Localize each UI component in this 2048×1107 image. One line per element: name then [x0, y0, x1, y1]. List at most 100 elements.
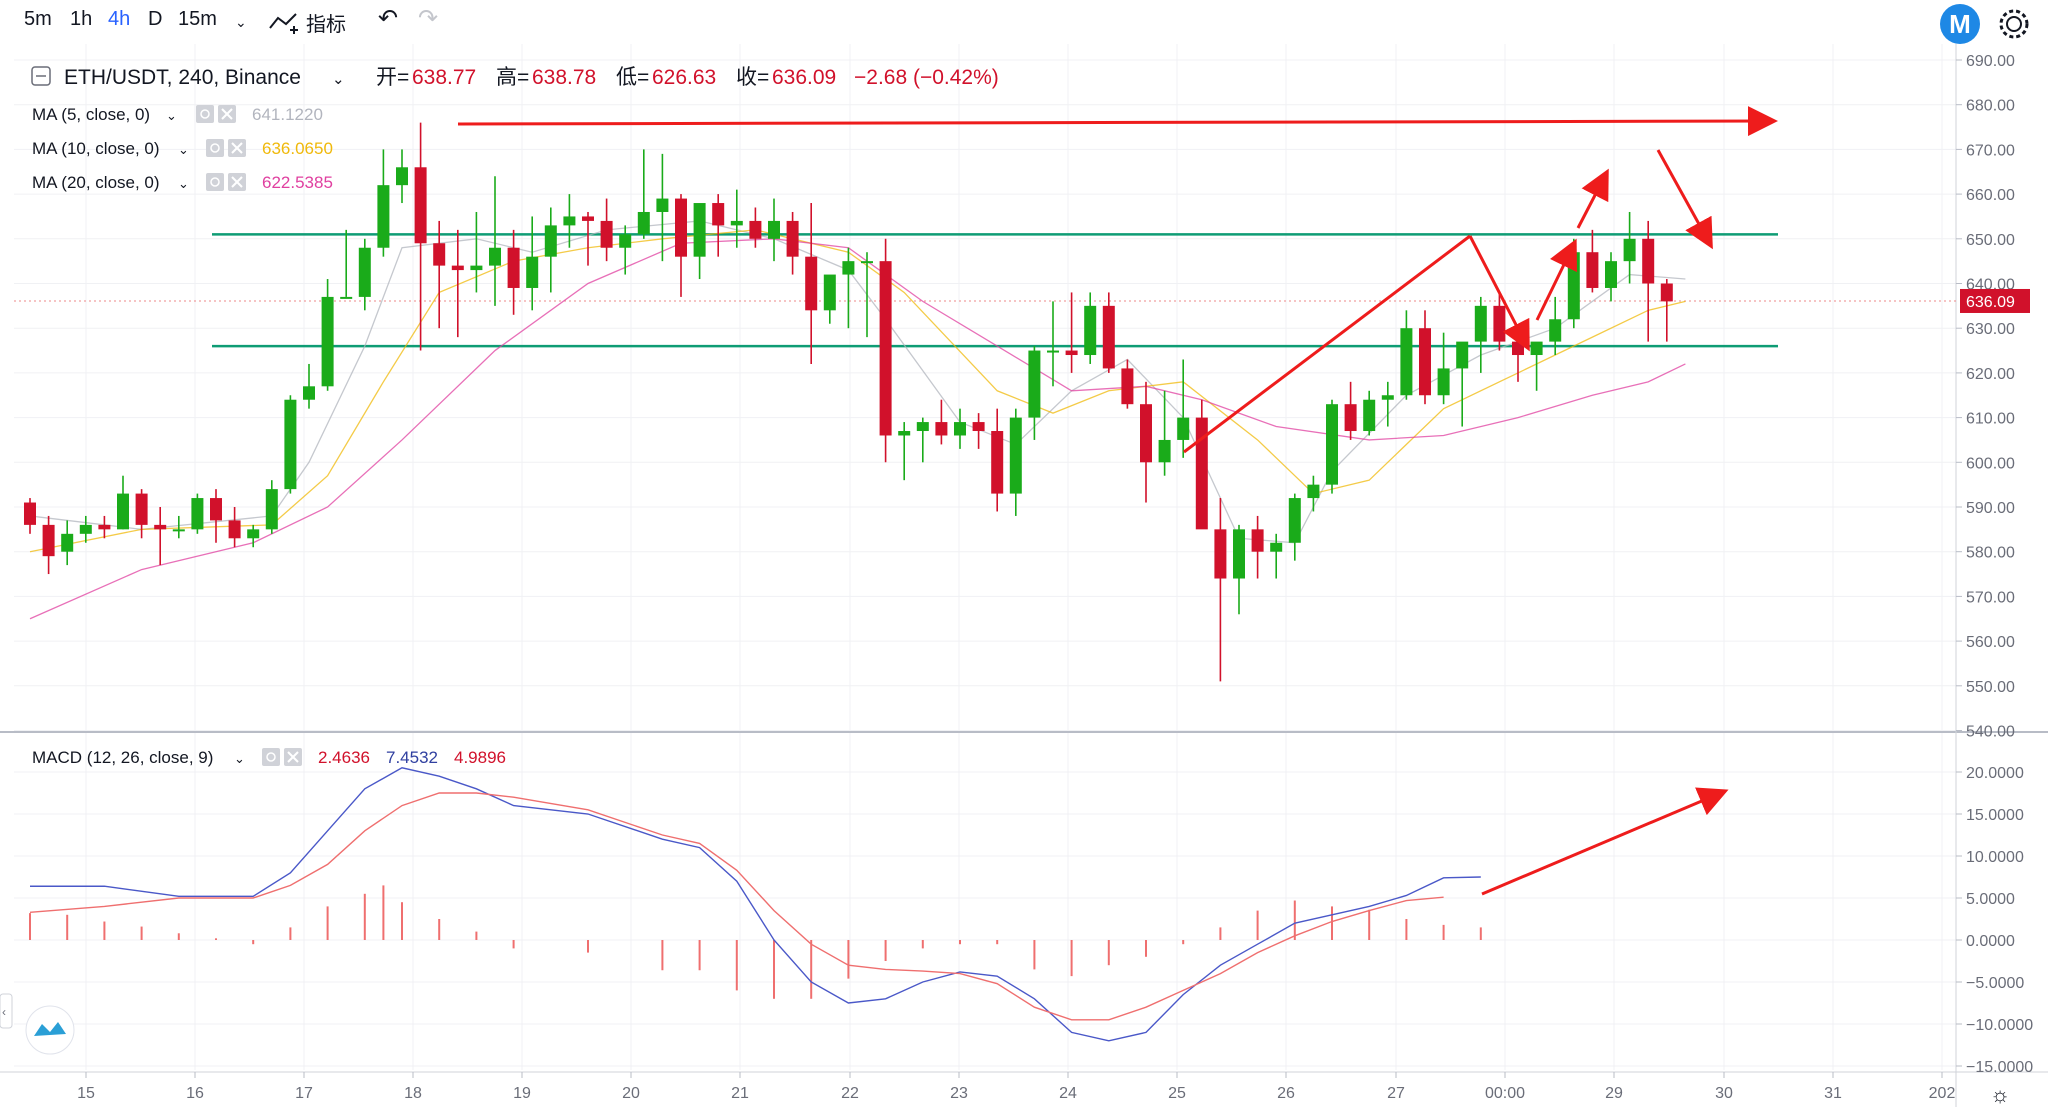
candle [935, 399, 948, 445]
interval-15m-button[interactable]: 15m [178, 8, 217, 30]
candle [1121, 359, 1134, 409]
candlestick-series [24, 122, 1673, 682]
moving-average-lines [29, 220, 1686, 620]
bounce-arrow-2 [1576, 168, 1609, 229]
candle [228, 507, 241, 548]
time-tick-label: 26 [1277, 1085, 1295, 1102]
macd-dropdown-icon[interactable]: ⌄ [234, 751, 245, 766]
time-axis-settings[interactable]: ☼ [1990, 1082, 2010, 1107]
price-tick-label: 590.00 [1966, 500, 2015, 517]
price-axis[interactable]: 690.00680.00670.00660.00650.00640.00630.… [1956, 53, 2030, 741]
interval-4h-button[interactable]: 4h [108, 8, 131, 30]
ma-legend-value: 636.0650 [262, 139, 333, 158]
candle [340, 229, 353, 299]
macd-hist-value: 2.4636 [318, 748, 370, 767]
candle [786, 211, 799, 275]
candle [284, 395, 297, 494]
macd-signal-value: 4.9896 [454, 748, 506, 767]
candle [1065, 292, 1078, 373]
candle [470, 211, 483, 293]
candle [1605, 252, 1617, 302]
last-price-label: 636.09 [1960, 288, 2030, 313]
candle [1326, 399, 1338, 494]
candle [842, 247, 855, 329]
trendline-arrow [1183, 234, 1471, 454]
svg-text:‹: ‹ [2, 1005, 6, 1019]
macd-line-value: 7.4532 [386, 748, 438, 767]
price-tick-label: 690.00 [1966, 53, 2015, 70]
time-axis[interactable]: 15 16 17 18 19 20 21 22 23 24 25 26 27 00:00 29 30 31 202 [77, 1072, 1955, 1102]
reversal-arrow [1656, 149, 1713, 250]
chevron-down-icon[interactable]: ⌄ [178, 176, 189, 191]
target-arrow [457, 106, 1778, 137]
macd-axis[interactable]: 20.0000 15.0000 10.0000 5.0000 0.0000 −5.0000… [1956, 765, 2033, 1076]
chevron-down-icon[interactable]: ⌄ [166, 108, 177, 123]
brand-m-logo-icon[interactable]: M [1938, 2, 1982, 46]
macd-tick-label: −5.0000 [1966, 975, 2024, 992]
candle [1493, 292, 1506, 351]
candle [675, 194, 687, 297]
time-tick-label: 00:00 [1485, 1085, 1525, 1102]
candle [451, 229, 464, 338]
macd-tick-label: 20.0000 [1966, 765, 2024, 782]
time-tick-label: 202 [1929, 1085, 1956, 1102]
candle [396, 149, 408, 204]
symbol-title: ETH/USDT, 240, Binance [64, 66, 301, 89]
collapse-panel-tab[interactable]: ‹ [0, 993, 13, 1029]
open-label: 开= [376, 66, 409, 89]
undo-icon[interactable]: ↶ [378, 5, 399, 32]
candle [805, 203, 818, 364]
ma-legend-row: MA (10, close, 0) ⌄ 636.0650 [32, 139, 333, 158]
macd-tick-label: 10.0000 [1966, 849, 2024, 866]
indicators-button[interactable]: 指标 [306, 14, 346, 36]
eye-icon[interactable] [262, 748, 280, 766]
price-tick-label: 670.00 [1966, 142, 2015, 159]
chevron-down-icon[interactable]: ⌄ [235, 14, 247, 30]
chevron-down-icon[interactable]: ⌄ [178, 142, 189, 157]
candle [544, 207, 557, 293]
ma-legend-label: MA (20, close, 0) [32, 173, 160, 192]
candle [265, 480, 278, 534]
ma-line-2 [29, 229, 1686, 553]
candle [1233, 524, 1245, 615]
candle [823, 274, 836, 324]
change-value: −2.68 (−0.42%) [854, 66, 999, 89]
candle [1549, 296, 1562, 356]
candle [247, 524, 260, 548]
settings-icon[interactable]: ☼ [1990, 1082, 2010, 1107]
ma-legend-label: MA (10, close, 0) [32, 139, 160, 158]
interval-1h-button[interactable]: 1h [70, 8, 93, 30]
eye-icon[interactable] [206, 139, 224, 157]
macd-pane [29, 767, 1482, 1042]
candle [1270, 533, 1283, 579]
candle [991, 408, 1004, 512]
candle [916, 417, 929, 463]
symbol-dropdown-icon[interactable]: ⌄ [332, 71, 345, 88]
eye-icon[interactable] [196, 105, 214, 123]
redo-icon[interactable]: ↷ [418, 5, 439, 32]
price-tick-label: 680.00 [1966, 98, 2015, 115]
gear-icon[interactable] [1996, 6, 2032, 42]
grid [14, 44, 1956, 1070]
svg-text:M: M [1949, 9, 1971, 39]
candle [656, 153, 669, 262]
symbol-legend: ETH/USDT, 240, Binance ⌄ 开= 638.77 高= 63… [31, 66, 999, 89]
interval-5m-button[interactable]: 5m [24, 8, 52, 30]
tradingview-logo-icon[interactable] [25, 1005, 75, 1055]
macd-signal-line [29, 792, 1444, 1021]
price-tick-label: 630.00 [1966, 321, 2015, 338]
interval-d-button[interactable]: D [148, 8, 163, 30]
ma-legend: MA (5, close, 0) ⌄ 641.1220 MA (10, close, … [32, 105, 333, 192]
indicators-icon[interactable] [268, 8, 302, 36]
time-tick-label: 29 [1605, 1085, 1623, 1102]
time-tick-label: 20 [622, 1085, 640, 1102]
candle [98, 515, 111, 539]
ma-legend-value: 641.1220 [252, 105, 323, 124]
eye-icon[interactable] [206, 173, 224, 191]
candle [1047, 301, 1059, 387]
candle [42, 515, 55, 575]
candle [1195, 399, 1208, 530]
macd-tick-label: 15.0000 [1966, 807, 2024, 824]
collapse-legend-icon[interactable] [31, 66, 51, 86]
